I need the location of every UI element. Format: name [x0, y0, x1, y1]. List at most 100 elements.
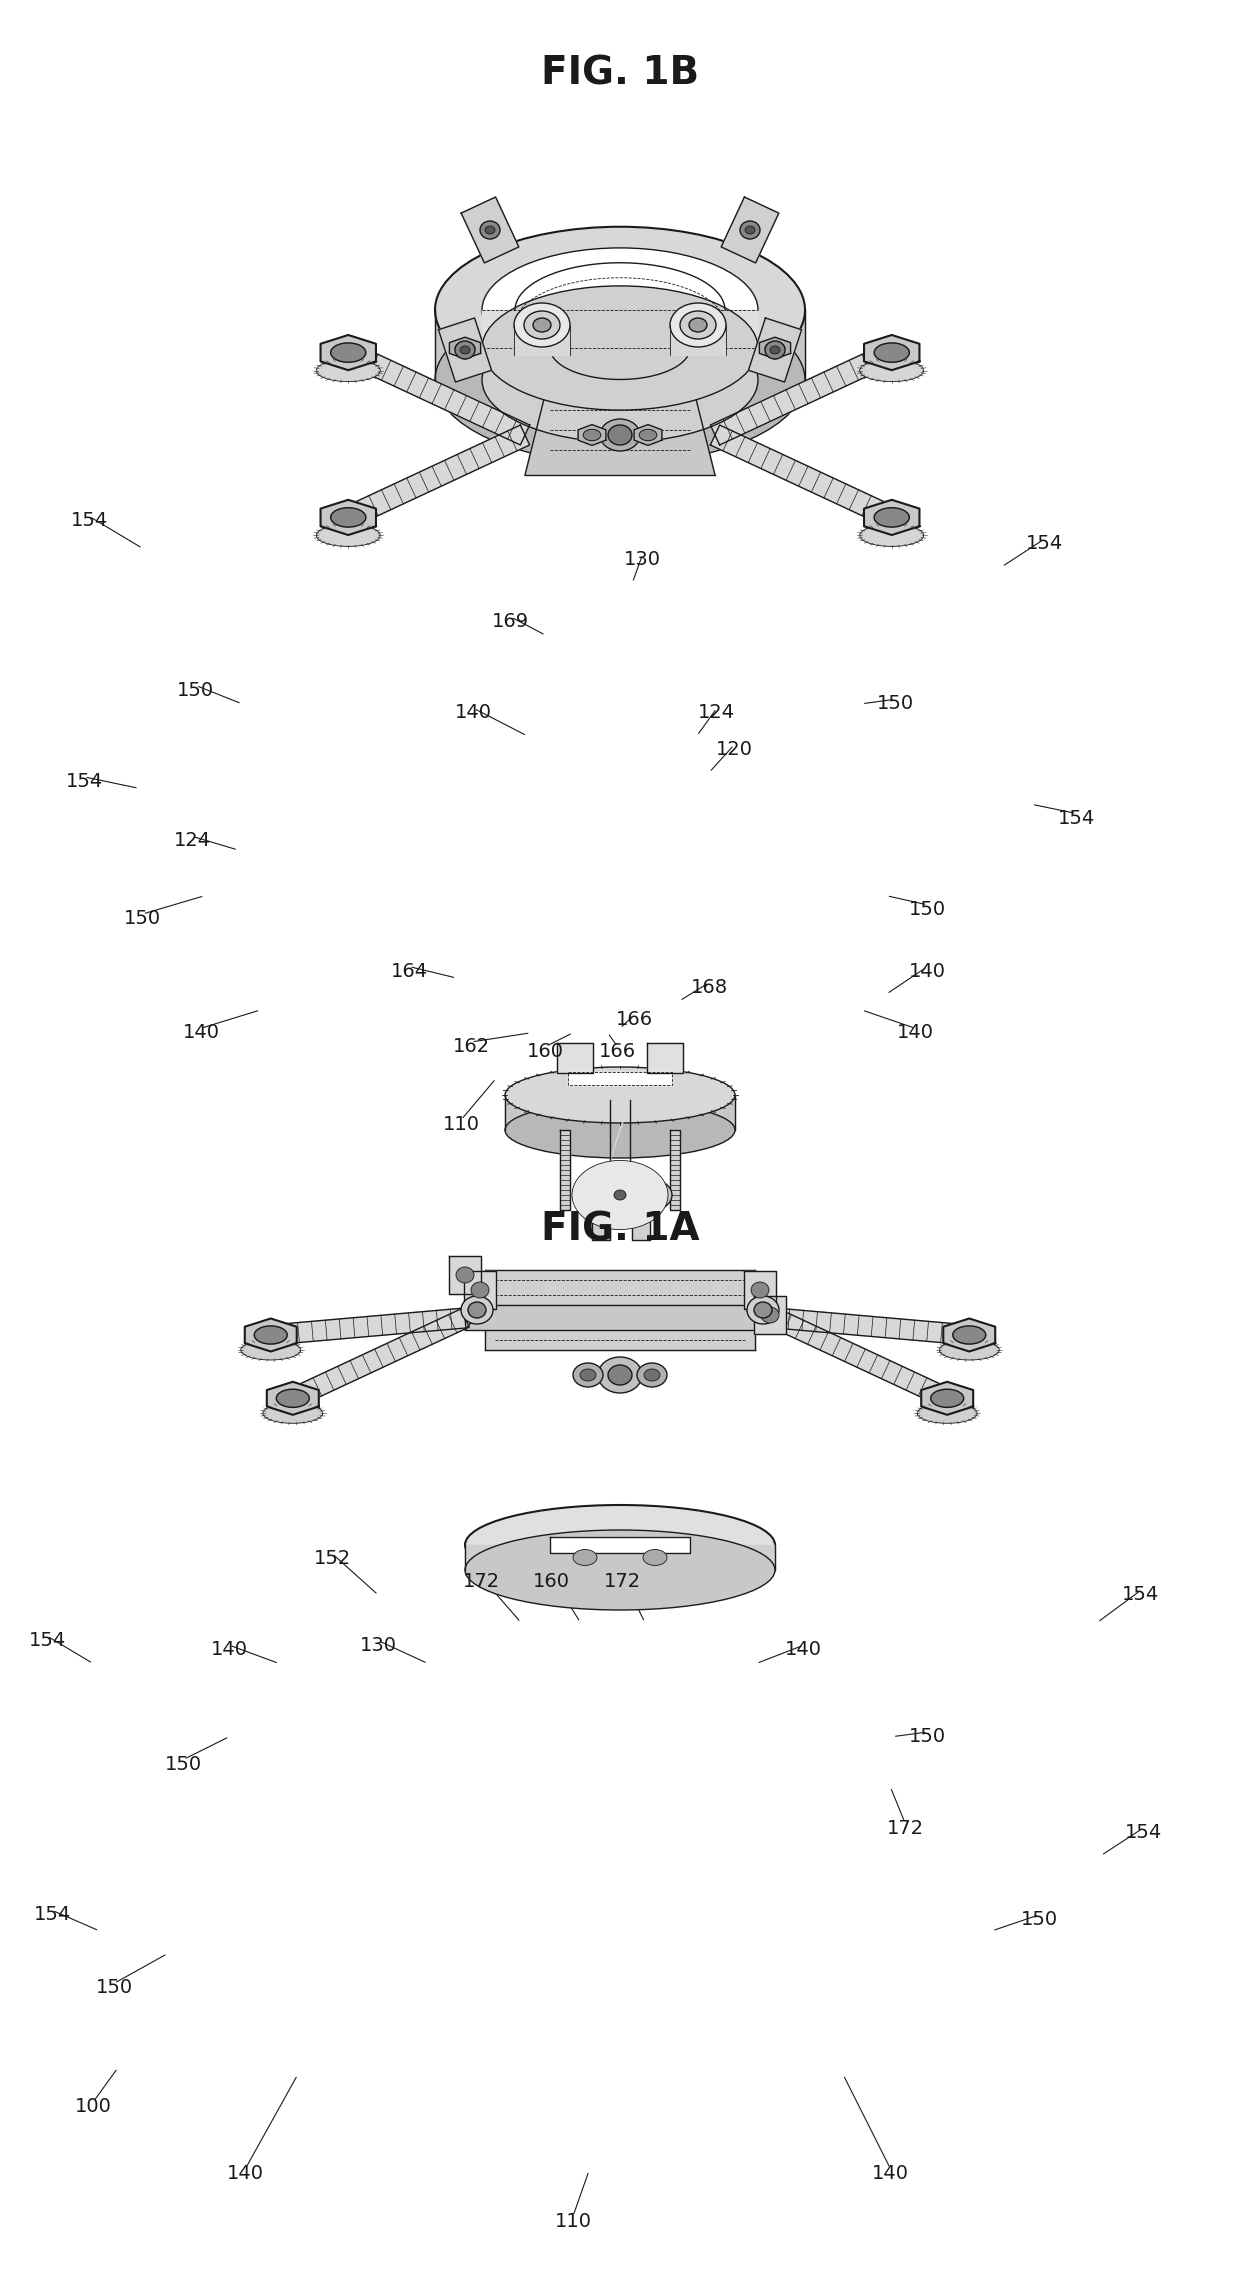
Polygon shape [610, 1101, 630, 1161]
Polygon shape [578, 425, 606, 446]
Ellipse shape [689, 318, 707, 331]
Text: 154: 154 [1122, 1586, 1159, 1604]
Ellipse shape [859, 526, 924, 546]
Polygon shape [749, 318, 801, 382]
Ellipse shape [952, 1325, 986, 1344]
Polygon shape [670, 1131, 680, 1211]
Polygon shape [485, 1270, 755, 1350]
Text: 150: 150 [909, 1727, 946, 1746]
Ellipse shape [639, 1186, 662, 1202]
Polygon shape [551, 1538, 689, 1554]
Polygon shape [435, 311, 805, 379]
Text: 100: 100 [74, 2098, 112, 2116]
Ellipse shape [670, 304, 725, 347]
Text: FIG. 1B: FIG. 1B [541, 55, 699, 91]
Ellipse shape [740, 222, 760, 240]
Ellipse shape [608, 1364, 632, 1385]
Polygon shape [864, 500, 919, 535]
Ellipse shape [582, 1168, 658, 1222]
Text: 168: 168 [691, 978, 728, 996]
Text: 154: 154 [1025, 535, 1063, 553]
Text: 120: 120 [715, 740, 753, 759]
Ellipse shape [637, 1362, 667, 1387]
Text: 166: 166 [599, 1042, 636, 1060]
Text: 150: 150 [909, 900, 946, 919]
Ellipse shape [610, 1188, 630, 1202]
Polygon shape [774, 1307, 970, 1346]
Text: 154: 154 [33, 1906, 71, 1924]
Text: 154: 154 [66, 772, 103, 791]
Polygon shape [505, 1095, 735, 1131]
Polygon shape [711, 343, 897, 446]
Ellipse shape [874, 343, 909, 363]
Polygon shape [560, 1131, 570, 1211]
Ellipse shape [331, 343, 366, 363]
Ellipse shape [591, 1174, 649, 1216]
Text: 150: 150 [1021, 1910, 1058, 1929]
Ellipse shape [644, 1549, 667, 1565]
Polygon shape [759, 338, 791, 359]
Ellipse shape [316, 526, 381, 546]
Ellipse shape [482, 247, 758, 372]
Ellipse shape [918, 1403, 977, 1424]
Ellipse shape [505, 1067, 735, 1122]
Ellipse shape [455, 343, 475, 354]
Ellipse shape [580, 1369, 596, 1380]
Ellipse shape [761, 1307, 779, 1323]
Polygon shape [944, 1318, 996, 1350]
Polygon shape [461, 197, 518, 263]
Polygon shape [289, 1309, 469, 1408]
Text: 162: 162 [453, 1037, 490, 1056]
Ellipse shape [573, 1549, 596, 1565]
Polygon shape [465, 1305, 775, 1330]
Ellipse shape [465, 1506, 775, 1586]
Ellipse shape [573, 1362, 603, 1387]
Ellipse shape [765, 343, 785, 354]
Text: 160: 160 [527, 1042, 564, 1060]
Polygon shape [754, 1296, 786, 1334]
Polygon shape [439, 318, 491, 382]
Ellipse shape [572, 1161, 668, 1229]
Polygon shape [771, 1309, 951, 1408]
Ellipse shape [746, 1296, 779, 1323]
Text: FIG. 1A: FIG. 1A [541, 1211, 699, 1248]
Ellipse shape [533, 318, 551, 331]
Ellipse shape [485, 226, 495, 233]
Ellipse shape [455, 340, 475, 359]
Polygon shape [568, 1072, 672, 1085]
Ellipse shape [770, 345, 780, 354]
Polygon shape [670, 324, 725, 354]
Ellipse shape [515, 304, 570, 347]
Polygon shape [921, 1382, 973, 1414]
Polygon shape [482, 311, 758, 347]
Ellipse shape [601, 1181, 639, 1209]
Text: 140: 140 [211, 1641, 248, 1659]
Text: 150: 150 [177, 681, 215, 699]
Polygon shape [711, 425, 897, 528]
Ellipse shape [435, 297, 805, 464]
Text: 150: 150 [95, 1979, 133, 1997]
Ellipse shape [467, 1302, 486, 1318]
Text: 140: 140 [455, 704, 492, 722]
Text: 130: 130 [360, 1636, 397, 1654]
Ellipse shape [614, 1190, 626, 1200]
Text: 110: 110 [554, 2212, 591, 2230]
Polygon shape [864, 336, 919, 370]
Polygon shape [557, 1042, 593, 1074]
Polygon shape [343, 343, 529, 446]
Ellipse shape [583, 430, 601, 441]
Text: 154: 154 [29, 1631, 66, 1650]
Text: 172: 172 [887, 1819, 924, 1837]
Ellipse shape [600, 418, 640, 450]
Text: 172: 172 [604, 1572, 641, 1590]
Polygon shape [591, 1179, 610, 1241]
Polygon shape [343, 425, 529, 528]
Polygon shape [647, 1042, 683, 1074]
Ellipse shape [680, 311, 715, 338]
Text: 160: 160 [533, 1572, 570, 1590]
Ellipse shape [465, 1531, 775, 1611]
Ellipse shape [931, 1389, 963, 1408]
Polygon shape [634, 425, 662, 446]
Ellipse shape [754, 1302, 773, 1318]
Polygon shape [244, 1318, 296, 1350]
